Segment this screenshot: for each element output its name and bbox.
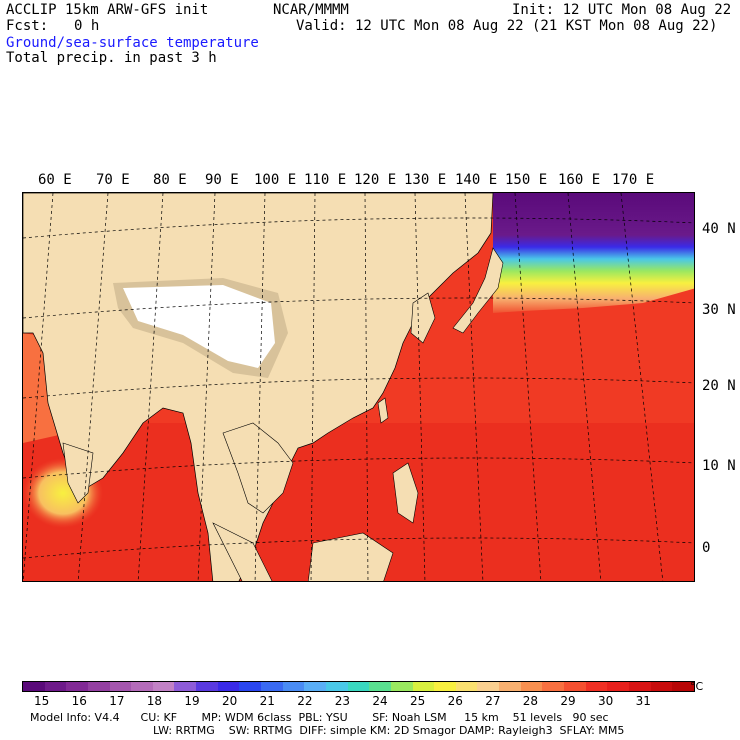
colorbar-swatch [412, 682, 435, 691]
lon-label: 100 E [254, 172, 297, 188]
colorbar-tick-label: 26 [447, 694, 463, 708]
colorbar-tick-label: 23 [334, 694, 351, 708]
center-label: NCAR/MMMM [273, 2, 349, 18]
colorbar-tick-label: 15 [34, 694, 50, 708]
lon-label: 110 E [304, 172, 347, 188]
colorbar-swatch [152, 682, 175, 691]
colorbar-swatch [217, 682, 240, 691]
temperature-map [23, 193, 694, 581]
colorbar-tick-label: 31 [635, 694, 651, 708]
colorbar-swatch [174, 682, 197, 691]
colorbar-swatch [564, 682, 586, 691]
lon-label: 170 E [612, 172, 655, 188]
colorbar-tick-label: 17 [109, 694, 125, 708]
colorbar-swatch [499, 682, 521, 691]
colorbar-swatch [239, 682, 262, 691]
field-precip-label: Total precip. in past 3 h [6, 50, 217, 66]
colorbar-swatch [542, 682, 565, 691]
lon-label: 120 E [354, 172, 397, 188]
land-philippines [392, 462, 419, 524]
colorbar-swatch [607, 682, 629, 691]
model-info-line2: LW: RRTMG SW: RRTMG DIFF: simple KM: 2D … [153, 724, 625, 737]
lon-label: 140 E [455, 172, 498, 188]
lat-label: 10 N [702, 458, 736, 474]
graticule [23, 193, 694, 581]
colorbar-tick-label: 28 [522, 694, 539, 708]
land-indochina [222, 422, 294, 514]
colorbar-unit: °C [690, 680, 704, 693]
colorbar-swatch [196, 682, 218, 691]
colorbar [22, 681, 695, 692]
colorbar-tick-label: 18 [146, 694, 163, 708]
init-time: Init: 12 UTC Mon 08 Aug 22 [512, 2, 732, 18]
colorbar-tick-label: 30 [598, 694, 614, 708]
lon-label: 90 E [205, 172, 239, 188]
land-japan [452, 247, 504, 334]
colorbar-swatch [304, 682, 326, 691]
colorbar-swatch [109, 682, 132, 691]
colorbar-swatch [44, 682, 67, 691]
colorbar-tick-label: 19 [184, 694, 200, 708]
colorbar-swatch [282, 682, 305, 691]
colorbar-tick-label: 24 [372, 694, 388, 708]
colorbar-swatch [66, 682, 88, 691]
valid-time: Valid: 12 UTC Mon 08 Aug 22 (21 KST Mon … [296, 18, 718, 34]
colorbar-tick-label: 27 [485, 694, 501, 708]
colorbar-swatch [520, 682, 543, 691]
colorbar-swatch [347, 682, 370, 691]
colorbar-tick-label: 25 [410, 694, 426, 708]
colorbar-swatch [434, 682, 456, 691]
colorbar-swatch [261, 682, 283, 691]
lat-label: 20 N [702, 378, 736, 394]
land-taiwan [377, 397, 389, 424]
colorbar-swatch [672, 682, 694, 691]
colorbar-swatch [87, 682, 110, 691]
model-info-line1: Model Info: V4.4 CU: KF MP: WDM 6class P… [30, 711, 609, 724]
tibetan-plateau [123, 285, 275, 368]
lon-label: 60 E [38, 172, 72, 188]
lon-label: 70 E [96, 172, 130, 188]
model-title: ACCLIP 15km ARW-GFS init [6, 2, 209, 18]
colorbar-swatch [650, 682, 673, 691]
colorbar-tick-label: 16 [71, 694, 87, 708]
field-temperature-label: Ground/sea-surface temperature [6, 35, 259, 51]
colorbar-swatch [628, 682, 651, 691]
colorbar-swatch [455, 682, 478, 691]
colorbar-swatch [585, 682, 608, 691]
colorbar-tick-label: 21 [259, 694, 275, 708]
forecast-value: 0 h [74, 18, 100, 34]
lon-label: 80 E [153, 172, 187, 188]
lat-label: 40 N [702, 221, 736, 237]
colorbar-tick-label: 20 [222, 694, 238, 708]
land-sumatra [212, 522, 273, 581]
colorbar-swatch [369, 682, 391, 691]
lon-label: 150 E [505, 172, 548, 188]
forecast-label: Fcst: [6, 18, 49, 34]
colorbar-swatch [23, 682, 45, 691]
land-korea [410, 292, 436, 344]
colorbar-tick-label: 22 [297, 694, 313, 708]
colorbar-tick-label: 29 [560, 694, 576, 708]
lon-label: 130 E [404, 172, 447, 188]
land-borneo [307, 532, 394, 581]
map-panel [22, 192, 695, 582]
lat-label: 0 [702, 540, 711, 556]
lat-label: 30 N [702, 302, 736, 318]
colorbar-swatch [390, 682, 413, 691]
colorbar-swatch [477, 682, 500, 691]
cold-sea-band [493, 193, 694, 313]
colorbar-swatch [325, 682, 348, 691]
lon-label: 160 E [558, 172, 601, 188]
colorbar-swatch [131, 682, 153, 691]
